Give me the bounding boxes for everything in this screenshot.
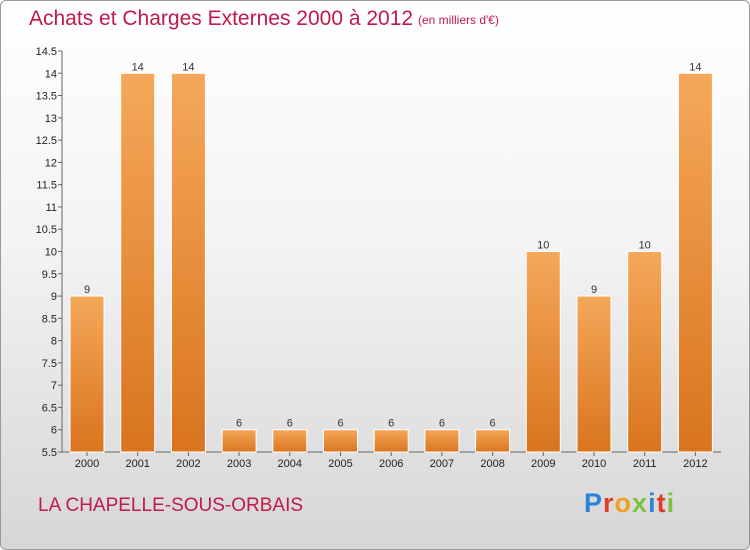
bar	[323, 429, 358, 453]
bar	[475, 429, 511, 453]
bar	[373, 429, 409, 453]
data-label: 6	[388, 418, 394, 430]
y-tick-label: 12	[45, 157, 57, 169]
y-tick-label: 13	[45, 113, 57, 125]
bar	[69, 295, 105, 453]
logo-letter: i	[666, 488, 676, 518]
y-tick-label: 7	[51, 380, 57, 392]
y-tick-label: 11	[46, 202, 57, 214]
bar	[627, 251, 663, 453]
data-label: 10	[537, 240, 549, 252]
logo-letter: o	[614, 488, 633, 518]
y-tick-label: 14.5	[36, 46, 57, 58]
bar	[677, 72, 713, 453]
y-tick-label: 12.5	[36, 135, 57, 147]
data-label: 9	[591, 284, 597, 296]
logo-letter: r	[603, 488, 615, 518]
logo-letter: P	[584, 488, 604, 518]
y-tick-label: 5.5	[42, 447, 57, 459]
x-tick-label: 2001	[125, 458, 149, 470]
x-tick-label: 2006	[379, 458, 403, 470]
y-tick-label: 7.5	[42, 358, 57, 370]
y-tick-label: 9	[51, 291, 57, 303]
x-tick-label: 2005	[328, 458, 352, 470]
bar	[272, 429, 308, 453]
x-tick-label: 2004	[278, 458, 302, 470]
data-label: 14	[132, 61, 144, 73]
data-label: 14	[182, 61, 194, 73]
chart-title: Achats et Charges Externes 2000 à 2012	[29, 7, 414, 30]
bar	[120, 72, 156, 453]
bar	[170, 72, 206, 453]
logo-letter: x	[632, 488, 649, 518]
logo-letter: i	[648, 488, 657, 518]
y-tick-label: 14	[45, 68, 57, 80]
x-tick-label: 2007	[430, 458, 454, 470]
data-label: 6	[439, 418, 445, 430]
data-label: 9	[84, 284, 90, 296]
y-tick-label: 6.5	[42, 402, 57, 414]
data-label: 14	[689, 61, 701, 73]
bar	[424, 429, 460, 453]
bar	[221, 429, 257, 453]
commune-name: LA CHAPELLE-SOUS-ORBAIS	[38, 495, 304, 516]
data-label: 10	[639, 240, 651, 252]
y-tick-label: 6	[51, 425, 57, 437]
x-tick-label: 2003	[227, 458, 251, 470]
data-label: 6	[287, 418, 293, 430]
x-tick-label: 2010	[582, 458, 606, 470]
y-tick-label: 8.5	[42, 313, 57, 325]
x-tick-label: 2002	[176, 458, 200, 470]
bar	[525, 251, 561, 453]
bar	[576, 295, 612, 453]
y-tick-label: 10.5	[36, 224, 57, 236]
data-label: 6	[337, 418, 343, 430]
y-tick-label: 10	[45, 247, 57, 259]
proxiti-logo: Proxiti	[584, 488, 675, 519]
chart-unit: (en milliers d'€)	[418, 13, 499, 27]
x-tick-label: 2008	[480, 458, 504, 470]
y-tick-label: 13.5	[36, 91, 57, 103]
data-label: 6	[236, 418, 242, 430]
x-tick-label: 2009	[531, 458, 555, 470]
y-tick-label: 8	[51, 336, 57, 348]
x-tick-label: 2011	[633, 458, 657, 470]
y-tick-label: 9.5	[42, 269, 57, 281]
data-label: 6	[490, 418, 496, 430]
x-tick-label: 2012	[683, 458, 707, 470]
logo-letter: t	[656, 488, 667, 518]
y-tick-label: 11.5	[36, 180, 57, 192]
x-tick-label: 2000	[75, 458, 99, 470]
